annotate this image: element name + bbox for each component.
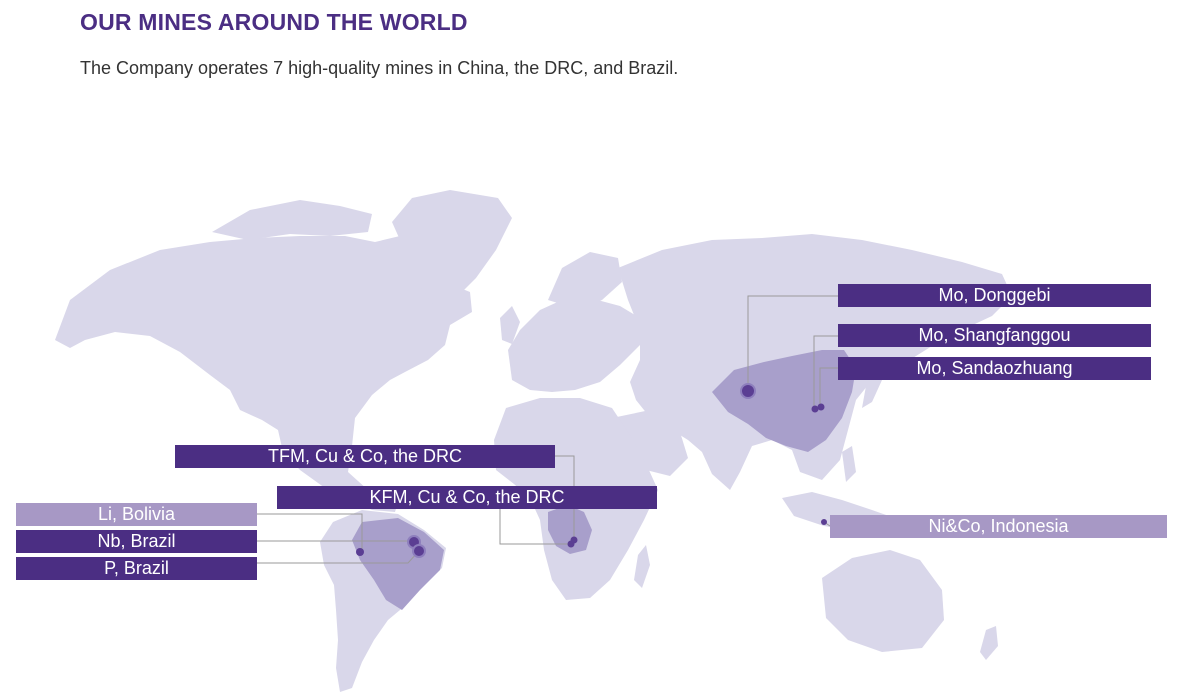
page-title: OUR MINES AROUND THE WORLD — [80, 9, 468, 35]
australia-landmass — [822, 550, 944, 652]
leader-line-tfm — [555, 455, 575, 540]
mine-label-kfm-drc: KFM, Cu & Co, the DRC — [277, 486, 657, 509]
mine-label-li-bolivia: Li, Bolivia — [16, 503, 257, 526]
scandinavia-landmass — [548, 252, 622, 310]
leader-line-sandaozhuang — [819, 367, 838, 406]
mine-label-tfm-drc: TFM, Cu & Co, the DRC — [175, 445, 555, 468]
mine-marker-donggebi — [740, 383, 756, 399]
mine-marker-indonesia — [821, 519, 827, 525]
mine-markers — [356, 383, 827, 558]
leader-lines — [257, 295, 838, 564]
madagascar-landmass — [634, 545, 650, 588]
philippines-landmass — [842, 446, 856, 482]
page-subtitle: The Company operates 7 high-quality mine… — [80, 58, 679, 78]
drc-highlight — [548, 505, 592, 554]
mine-marker-shangfanggou — [811, 405, 819, 413]
greenland-landmass — [392, 190, 512, 306]
mine-label-p-brazil: P, Brazil — [16, 557, 257, 580]
mine-label-mo-shangfanggou: Mo, Shangfanggou — [838, 324, 1151, 347]
arctic-islands-landmass — [212, 200, 372, 240]
north-america-landmass — [55, 236, 472, 512]
leader-line-bolivia — [257, 513, 363, 552]
uk-landmass — [500, 306, 520, 344]
arabia-landmass — [612, 410, 688, 476]
leader-line-donggebi — [747, 295, 838, 390]
new-zealand-landmass — [980, 626, 998, 660]
mine-marker-sandaozhuang — [817, 403, 825, 411]
mine-label-mo-donggebi: Mo, Donggebi — [838, 284, 1151, 307]
europe-landmass — [508, 298, 640, 392]
mine-label-nico-indonesia: Ni&Co, Indonesia — [830, 515, 1167, 538]
mine-marker-p — [412, 544, 426, 558]
leader-line-shangfanggou — [813, 335, 838, 408]
mine-label-nb-brazil: Nb, Brazil — [16, 530, 257, 553]
mine-label-mo-sandaozhuang: Mo, Sandaozhuang — [838, 357, 1151, 380]
landmasses — [55, 190, 1012, 692]
mine-marker-bolivia — [356, 548, 364, 556]
mine-marker-kfm — [567, 540, 575, 548]
leader-line-kfm — [499, 508, 570, 545]
